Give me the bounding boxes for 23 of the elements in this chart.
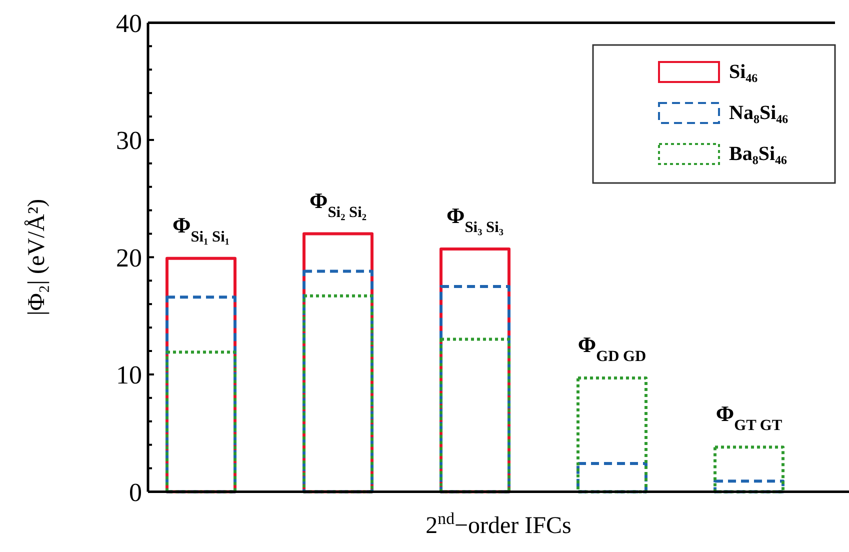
- x-tick-label: Φ$_{GD GD}$: [578, 332, 646, 364]
- legend-label: Ba₈Si₄₆: [729, 143, 788, 165]
- bar: [714, 446, 784, 494]
- y-tick-label: 40: [116, 8, 142, 38]
- x-tick-label: Φ$_{Si₁ Si₁}$: [172, 212, 230, 245]
- bar: [166, 350, 236, 494]
- y-axis-title: |Φ₂| (eV/Å²): [24, 198, 50, 316]
- y-tick-label: 20: [116, 243, 142, 272]
- legend-label: Na₈Si₄₆: [729, 102, 788, 124]
- bar: [576, 462, 648, 494]
- x-tick-label: Φ$_{GT GT}$: [716, 401, 783, 434]
- bar: [440, 338, 510, 494]
- bar: [440, 285, 510, 494]
- bar: [576, 376, 648, 494]
- y-tick-label: 30: [116, 126, 142, 156]
- y-tick-label: 0: [129, 478, 142, 507]
- bar: [714, 480, 784, 494]
- x-axis-title: 2$^{nd}$−order IFCs: [426, 508, 572, 539]
- y-tick-label: 10: [116, 360, 142, 390]
- bar: [166, 296, 236, 494]
- x-tick-label: Φ$_{Si₃ Si₃}$: [446, 202, 504, 236]
- legend-label: Si₄₆: [729, 61, 758, 83]
- x-tick-label: Φ$_{Si₂ Si₂}$: [310, 188, 367, 220]
